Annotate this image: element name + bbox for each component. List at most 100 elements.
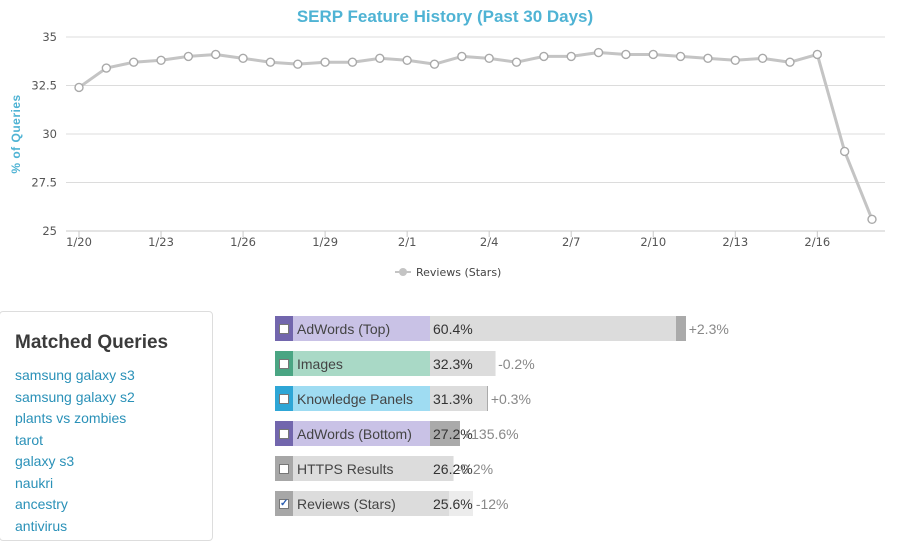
series-reviews-stars [75, 49, 876, 224]
data-point[interactable] [513, 58, 521, 66]
feature-change: +2.3% [689, 321, 729, 337]
x-tick-label: 2/10 [640, 235, 666, 249]
serp-features-list: AdWords (Top) 60.4% +2.3% Images 32.3% -0.2% K… [275, 316, 895, 526]
data-point[interactable] [485, 54, 493, 62]
x-tick-label: 2/4 [480, 235, 499, 249]
x-axis-ticks: 1/20 1/23 1/26 1/29 2/1 2/4 2/7 2/10 2/13 2/16 [66, 231, 830, 249]
feature-checkbox[interactable] [279, 324, 289, 334]
x-tick-label: 1/29 [312, 235, 338, 249]
data-point[interactable] [704, 54, 712, 62]
feature-change: +135.6% [463, 426, 519, 442]
query-link[interactable]: samsung galaxy s3 [15, 367, 135, 389]
data-point[interactable] [266, 58, 274, 66]
data-point[interactable] [75, 83, 83, 91]
x-tick-label: 2/16 [804, 235, 830, 249]
query-link[interactable]: naukri [15, 475, 135, 497]
serp-feature-row[interactable]: Knowledge Panels 31.3% +0.3% [275, 386, 895, 411]
data-point[interactable] [157, 56, 165, 64]
query-link[interactable]: antivirus [15, 518, 135, 540]
serp-feature-row[interactable]: Images 32.3% -0.2% [275, 351, 895, 376]
feature-change: -0.2% [498, 356, 535, 372]
feature-percent: 31.3% [433, 391, 473, 407]
data-point[interactable] [841, 147, 849, 155]
legend-marker-icon [399, 268, 407, 276]
query-link[interactable]: tarot [15, 432, 135, 454]
feature-checkbox[interactable] [279, 429, 289, 439]
x-tick-label: 2/13 [722, 235, 748, 249]
feature-color-swatch [275, 316, 293, 341]
data-point[interactable] [567, 52, 575, 60]
x-tick-label: 1/26 [230, 235, 256, 249]
feature-color-swatch [275, 421, 293, 446]
data-point[interactable] [540, 52, 548, 60]
feature-checkbox[interactable] [279, 464, 289, 474]
y-tick-label: 25 [42, 224, 57, 238]
feature-change: -0.2% [457, 461, 494, 477]
serp-feature-row[interactable]: AdWords (Bottom)27.2%+135.6% [275, 421, 895, 446]
data-point[interactable] [786, 58, 794, 66]
query-link[interactable]: plants vs zombies [15, 410, 135, 432]
matched-queries-panel: Matched Queries samsung galaxy s3 samsun… [0, 311, 213, 541]
feature-color-swatch [275, 456, 293, 481]
data-point[interactable] [430, 60, 438, 68]
x-tick-label: 2/7 [562, 235, 581, 249]
matched-queries-list: samsung galaxy s3 samsung galaxy s2 plan… [15, 367, 135, 539]
data-point[interactable] [759, 54, 767, 62]
feature-label: Reviews (Stars) [297, 496, 396, 512]
feature-percent: 25.6% [433, 496, 473, 512]
data-point[interactable] [649, 50, 657, 58]
x-tick-label: 1/23 [148, 235, 174, 249]
feature-label: AdWords (Top) [297, 321, 390, 337]
feature-label: AdWords (Bottom) [297, 426, 412, 442]
data-point[interactable] [130, 58, 138, 66]
data-point[interactable] [321, 58, 329, 66]
data-point[interactable] [813, 50, 821, 58]
legend-label[interactable]: Reviews (Stars) [416, 266, 501, 279]
x-tick-label: 1/20 [66, 235, 92, 249]
data-point[interactable] [212, 50, 220, 58]
y-tick-label: 30 [42, 127, 57, 141]
chart-title: SERP Feature History (Past 30 Days) [297, 7, 593, 26]
feature-checkbox[interactable]: ✓ [279, 499, 289, 509]
data-point[interactable] [403, 56, 411, 64]
data-point[interactable] [458, 52, 466, 60]
data-point[interactable] [294, 60, 302, 68]
feature-color-swatch [275, 351, 293, 376]
feature-label: Images [297, 356, 343, 372]
data-point[interactable] [622, 50, 630, 58]
feature-change-bar [676, 316, 685, 341]
series-line [79, 53, 872, 220]
data-point[interactable] [677, 52, 685, 60]
feature-change: -12% [476, 496, 509, 512]
data-point[interactable] [731, 56, 739, 64]
x-tick-label: 2/1 [398, 235, 417, 249]
serp-feature-history-chart: SERP Feature History (Past 30 Days) % of… [0, 0, 899, 290]
feature-color-swatch: ✓ [275, 491, 293, 516]
data-point[interactable] [184, 52, 192, 60]
feature-checkbox[interactable] [279, 359, 289, 369]
data-point[interactable] [868, 215, 876, 223]
query-link[interactable]: samsung galaxy s2 [15, 389, 135, 411]
y-axis-label: % of Queries [9, 94, 23, 173]
y-tick-label: 32.5 [31, 79, 57, 93]
data-point[interactable] [102, 64, 110, 72]
data-point[interactable] [376, 54, 384, 62]
data-point[interactable] [239, 54, 247, 62]
query-link[interactable]: ancestry [15, 496, 135, 518]
serp-feature-row[interactable]: ✓ Reviews (Stars) 25.6%-12% [275, 491, 895, 516]
query-link[interactable]: galaxy s3 [15, 453, 135, 475]
feature-label: Knowledge Panels [297, 391, 413, 407]
legend[interactable]: Reviews (Stars) [395, 266, 501, 279]
grid-lines [66, 37, 885, 231]
data-point[interactable] [348, 58, 356, 66]
feature-change: +0.3% [491, 391, 531, 407]
data-point[interactable] [595, 49, 603, 57]
feature-percent: 60.4% [433, 321, 473, 337]
feature-percent: 32.3% [433, 356, 473, 372]
feature-label: HTTPS Results [297, 461, 393, 477]
serp-feature-row[interactable]: AdWords (Top) 60.4% +2.3% [275, 316, 895, 341]
matched-queries-title: Matched Queries [15, 332, 168, 354]
feature-checkbox[interactable] [279, 394, 289, 404]
y-tick-label: 27.5 [31, 176, 57, 190]
